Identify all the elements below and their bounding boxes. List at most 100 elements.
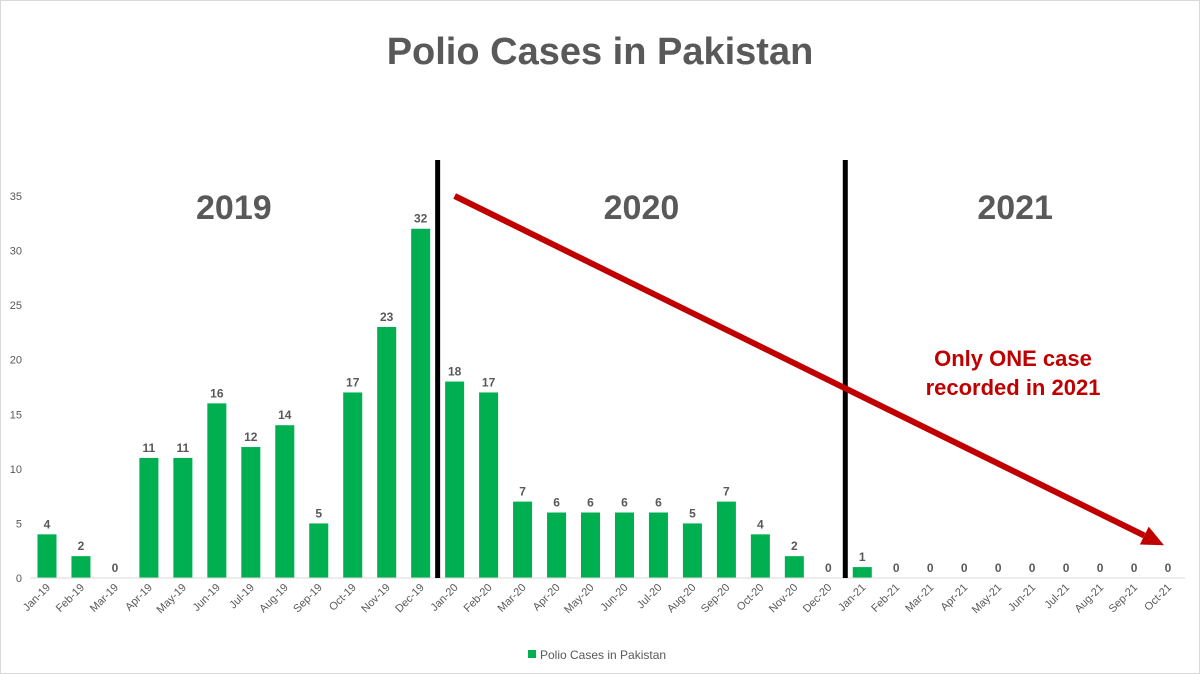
data-label: 6 xyxy=(587,496,594,510)
x-tick-label: Mar-19 xyxy=(88,582,121,615)
legend-swatch xyxy=(528,650,536,658)
data-label: 18 xyxy=(448,365,462,379)
x-tick-label: Sep-19 xyxy=(291,582,325,616)
bar xyxy=(581,512,601,578)
data-label: 0 xyxy=(1063,561,1070,575)
data-label: 11 xyxy=(177,441,190,455)
x-tick-label: Apr-19 xyxy=(123,582,155,614)
x-tick-label: Apr-21 xyxy=(938,582,970,614)
data-label: 11 xyxy=(143,441,156,455)
x-tick-label: Aug-20 xyxy=(665,582,699,616)
x-tick-label: Feb-20 xyxy=(462,582,495,615)
data-label: 7 xyxy=(519,485,526,499)
data-label: 1 xyxy=(859,550,866,564)
x-tick-label: Jan-20 xyxy=(428,582,460,614)
data-label: 0 xyxy=(1165,561,1172,575)
bar xyxy=(207,403,227,578)
year-dividers xyxy=(435,160,848,578)
data-label: 2 xyxy=(78,539,85,553)
data-label: 32 xyxy=(414,212,428,226)
bar xyxy=(241,447,261,578)
x-tick-label: Jun-19 xyxy=(191,582,223,614)
bar xyxy=(411,228,431,578)
x-tick-label: Oct-20 xyxy=(735,582,767,614)
bar xyxy=(139,457,159,578)
annotation-note: Only ONE case xyxy=(934,346,1092,371)
x-tick-label: May-21 xyxy=(970,582,1004,616)
year-label: 2021 xyxy=(977,189,1053,227)
x-tick-label: Nov-20 xyxy=(767,582,801,616)
x-tick-label: Jun-21 xyxy=(1006,582,1038,614)
data-label: 4 xyxy=(44,517,51,531)
trend-arrow-line xyxy=(453,193,1146,539)
y-tick-label: 20 xyxy=(10,355,22,367)
bar xyxy=(716,501,736,578)
bars xyxy=(37,228,872,578)
x-tick-label: Jul-21 xyxy=(1043,582,1073,612)
data-label: 7 xyxy=(723,485,730,499)
data-label: 23 xyxy=(380,310,394,324)
data-label: 12 xyxy=(244,430,258,444)
x-tick-label: Dec-19 xyxy=(393,582,427,616)
bar xyxy=(682,523,702,578)
data-label: 6 xyxy=(655,496,662,510)
bar xyxy=(377,326,397,578)
data-label: 0 xyxy=(1029,561,1036,575)
x-tick-label: Jun-20 xyxy=(598,582,630,614)
data-label: 0 xyxy=(112,561,119,575)
annotation-note: recorded in 2021 xyxy=(926,375,1101,400)
x-tick-label: May-19 xyxy=(155,582,189,616)
x-tick-label: Sep-21 xyxy=(1107,582,1141,616)
data-label: 16 xyxy=(210,386,224,400)
data-label: 4 xyxy=(757,517,764,531)
data-label: 6 xyxy=(621,496,628,510)
x-axis: Jan-19 Feb-19 Mar-19 Apr-19 May-19 Jun-19 Jul-… xyxy=(21,577,1185,616)
data-label: 2 xyxy=(791,539,798,553)
x-tick-label: Oct-21 xyxy=(1142,582,1174,614)
data-label: 6 xyxy=(553,496,560,510)
x-tick-label: Oct-19 xyxy=(327,582,359,614)
year-label: 2019 xyxy=(196,189,272,227)
x-tick-label: Sep-20 xyxy=(699,582,733,616)
data-label: 5 xyxy=(315,506,322,520)
chart-title: Polio Cases in Pakistan xyxy=(387,31,814,73)
data-label: 0 xyxy=(927,561,934,575)
data-label: 0 xyxy=(825,561,832,575)
data-label: 5 xyxy=(689,506,696,520)
data-label: 0 xyxy=(893,561,900,575)
x-tick-label: Jan-21 xyxy=(836,582,868,614)
x-tick-label: May-20 xyxy=(562,582,596,616)
x-tick-label: Feb-19 xyxy=(54,582,87,615)
bar xyxy=(479,392,499,578)
x-tick-label: Nov-19 xyxy=(359,582,393,616)
x-tick-label: Jul-20 xyxy=(635,582,665,612)
data-label: 17 xyxy=(482,375,496,389)
bar xyxy=(343,392,363,578)
bar xyxy=(750,534,770,578)
year-label: 2020 xyxy=(604,189,680,227)
bar xyxy=(852,567,872,578)
x-tick-label: Aug-21 xyxy=(1073,582,1107,616)
y-tick-label: 5 xyxy=(16,518,22,530)
data-label: 17 xyxy=(346,375,360,389)
x-tick-label: Apr-20 xyxy=(531,582,563,614)
data-labels: 4 2 0 11 11 16 12 14 5 17 23 32 18 17 7 6 6 6 6 5 7 4 2 0 1 0 0 0 0 0… xyxy=(44,212,1172,575)
legend: Polio Cases in Pakistan xyxy=(528,648,666,662)
bar xyxy=(445,381,465,578)
bar xyxy=(275,425,295,578)
bar xyxy=(37,534,57,578)
x-tick-label: Feb-21 xyxy=(869,582,902,615)
data-label: 0 xyxy=(961,561,968,575)
y-tick-label: 10 xyxy=(10,464,22,476)
trend-arrow-head xyxy=(1139,526,1164,546)
bar xyxy=(71,556,91,578)
x-tick-label: Jul-19 xyxy=(227,582,257,612)
bar xyxy=(547,512,567,578)
bar xyxy=(309,523,329,578)
legend-label: Polio Cases in Pakistan xyxy=(540,648,666,662)
bar xyxy=(614,512,634,578)
annotation: Only ONE case recorded in 2021 xyxy=(453,193,1164,546)
x-tick-label: Mar-21 xyxy=(903,582,936,615)
y-tick-label: 15 xyxy=(10,409,22,421)
